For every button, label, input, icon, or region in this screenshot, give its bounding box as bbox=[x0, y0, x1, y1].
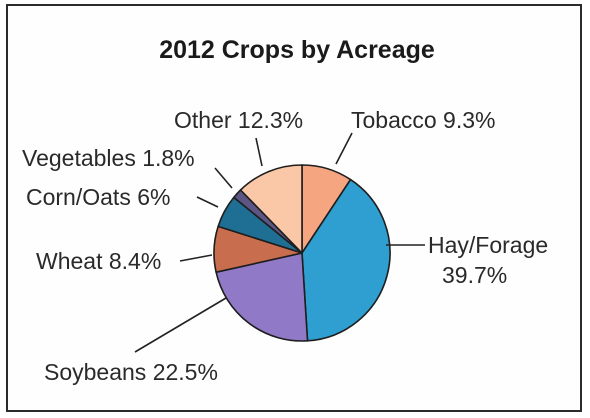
leader-wheat bbox=[179, 254, 213, 262]
slice-other bbox=[239, 164, 303, 254]
label-vegetables: Vegetables 1.8% bbox=[22, 145, 195, 171]
label-hay-forage-name: Hay/Forage bbox=[428, 232, 548, 258]
pie-slices bbox=[213, 164, 391, 342]
leader-lines bbox=[134, 132, 425, 353]
label-soybeans: Soybeans 22.5% bbox=[44, 359, 218, 385]
label-hay-forage-value: 39.7% bbox=[442, 262, 507, 288]
label-other: Other 12.3% bbox=[174, 107, 303, 133]
leader-soybeans bbox=[134, 297, 227, 353]
leader-other bbox=[255, 137, 263, 167]
label-wheat: Wheat 8.4% bbox=[36, 248, 161, 274]
slice-labels: Tobacco 9.3% Hay/Forage 39.7% Soybeans 2… bbox=[22, 107, 548, 385]
leader-corn-oats bbox=[196, 196, 219, 208]
leader-vegetables bbox=[214, 167, 233, 189]
leader-tobacco bbox=[335, 132, 353, 165]
label-tobacco: Tobacco 9.3% bbox=[351, 107, 495, 133]
slice-hay-forage bbox=[301, 178, 391, 342]
label-corn-oats: Corn/Oats 6% bbox=[26, 184, 170, 210]
chart-title: 2012 Crops by Acreage bbox=[159, 36, 435, 64]
slice-soybeans bbox=[215, 252, 309, 342]
